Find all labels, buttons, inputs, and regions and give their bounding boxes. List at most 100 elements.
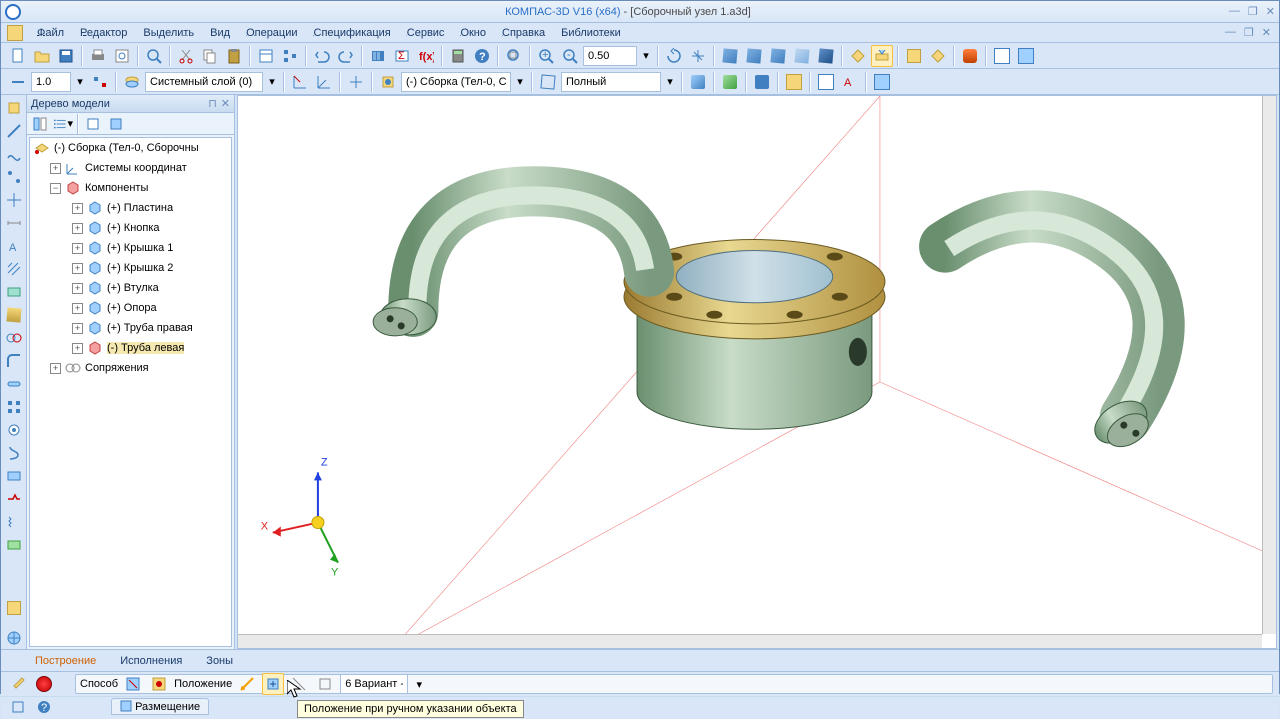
coord-3-button[interactable] xyxy=(345,71,367,93)
ltb-surface[interactable] xyxy=(3,281,25,303)
prop-method-2[interactable] xyxy=(148,673,170,695)
ltb-hole[interactable] xyxy=(3,419,25,441)
prop-pos-2[interactable] xyxy=(262,673,284,695)
calculator-button[interactable] xyxy=(447,45,469,67)
close-button[interactable]: ✕ xyxy=(1266,5,1275,18)
new-button[interactable] xyxy=(7,45,29,67)
tree-tb-4[interactable] xyxy=(105,113,127,135)
mdi-close-button[interactable]: ✕ xyxy=(1262,26,1271,39)
ltb-report[interactable] xyxy=(3,597,25,619)
fit-button[interactable] xyxy=(503,45,525,67)
variables-button[interactable]: Σ xyxy=(391,45,413,67)
ltb-variable[interactable] xyxy=(3,534,25,556)
tree-component-item[interactable]: + (+) Опора xyxy=(30,298,231,318)
tree-coord-systems[interactable]: + Системы координат xyxy=(30,158,231,178)
opt-1-button[interactable] xyxy=(783,71,805,93)
ltb-thread[interactable] xyxy=(3,442,25,464)
prop-method-1[interactable] xyxy=(122,673,144,695)
tree-component-item[interactable]: + (+) Крышка 2 xyxy=(30,258,231,278)
iso-4-button[interactable] xyxy=(791,45,813,67)
ltb-slot[interactable] xyxy=(3,373,25,395)
expand-icon[interactable]: + xyxy=(72,323,83,334)
mdi-minimize-button[interactable]: — xyxy=(1225,26,1236,39)
ltb-hatch[interactable] xyxy=(3,258,25,280)
tab-executions[interactable]: Исполнения xyxy=(114,653,188,669)
tree-component-item[interactable]: + (+) Кнопка xyxy=(30,218,231,238)
tree-button[interactable] xyxy=(279,45,301,67)
expand-icon[interactable]: + xyxy=(72,303,83,314)
expand-icon[interactable]: + xyxy=(72,263,83,274)
ltb-spring[interactable] xyxy=(3,511,25,533)
menu-editor[interactable]: Редактор xyxy=(74,25,133,41)
print-button[interactable] xyxy=(87,45,109,67)
cut-button[interactable] xyxy=(175,45,197,67)
menu-window[interactable]: Окно xyxy=(454,25,492,41)
tree-components[interactable]: − Компоненты xyxy=(30,178,231,198)
line-width-input[interactable] xyxy=(31,72,71,92)
copy-button[interactable] xyxy=(199,45,221,67)
properties-button[interactable] xyxy=(255,45,277,67)
tree-component-item[interactable]: + (+) Втулка xyxy=(30,278,231,298)
prop-variant-dropdown[interactable]: ▾ xyxy=(412,673,426,695)
ltb-points[interactable] xyxy=(3,166,25,188)
expand-icon[interactable]: + xyxy=(72,343,83,354)
open-button[interactable] xyxy=(31,45,53,67)
menu-operations[interactable]: Операции xyxy=(240,25,303,41)
opt-3-button[interactable]: A xyxy=(839,71,861,93)
ltb-weld[interactable] xyxy=(3,488,25,510)
line-type-button[interactable] xyxy=(89,71,111,93)
hide-2-button[interactable] xyxy=(927,45,949,67)
ltb-sheet[interactable] xyxy=(3,465,25,487)
undo-button[interactable] xyxy=(311,45,333,67)
expand-icon[interactable]: + xyxy=(72,203,83,214)
ltb-earth[interactable] xyxy=(3,627,25,649)
iso-5-button[interactable] xyxy=(815,45,837,67)
tree-component-item[interactable]: + (-) Труба левая xyxy=(30,338,231,358)
rotate-button[interactable] xyxy=(663,45,685,67)
redo-button[interactable] xyxy=(335,45,357,67)
menu-view[interactable]: Вид xyxy=(204,25,236,41)
tab-zones[interactable]: Зоны xyxy=(200,653,239,669)
iso-2-button[interactable] xyxy=(743,45,765,67)
hide-1-button[interactable] xyxy=(903,45,925,67)
tree-component-item[interactable]: + (+) Крышка 1 xyxy=(30,238,231,258)
maximize-button[interactable]: ❐ xyxy=(1248,5,1258,18)
h-scrollbar[interactable] xyxy=(238,634,1262,648)
menu-libraries[interactable]: Библиотеки xyxy=(555,25,627,41)
line-style-button[interactable] xyxy=(7,71,29,93)
display-dropdown[interactable]: ▾ xyxy=(663,71,677,93)
ltb-body[interactable] xyxy=(3,304,25,326)
prop-stop-button[interactable] xyxy=(33,673,55,695)
tree-component-item[interactable]: + (+) Пластина xyxy=(30,198,231,218)
materials-button[interactable] xyxy=(959,45,981,67)
tree-close-icon[interactable]: ✕ xyxy=(221,97,230,110)
zoom-in-button[interactable]: + xyxy=(535,45,557,67)
save-button[interactable] xyxy=(55,45,77,67)
expand-icon[interactable]: + xyxy=(72,223,83,234)
prop-pos-1[interactable] xyxy=(236,673,258,695)
fx-button[interactable]: f(x) xyxy=(415,45,437,67)
menu-file[interactable]: Файл xyxy=(31,25,70,41)
tree-body[interactable]: (-) Сборка (Тел-0, Сборочны + Системы ко… xyxy=(29,137,232,647)
menu-select[interactable]: Выделить xyxy=(137,25,200,41)
tree-tb-1[interactable] xyxy=(29,113,51,135)
display-select[interactable] xyxy=(561,72,661,92)
v-scrollbar[interactable] xyxy=(1262,96,1276,634)
assembly-icon-button[interactable] xyxy=(377,71,399,93)
tree-root[interactable]: (-) Сборка (Тел-0, Сборочны xyxy=(30,138,231,158)
menu-specification[interactable]: Спецификация xyxy=(308,25,397,41)
zoom-dropdown[interactable]: ▾ xyxy=(639,45,653,67)
expand-icon[interactable]: + xyxy=(50,363,61,374)
collapse-icon[interactable]: − xyxy=(50,183,61,194)
layer-dropdown[interactable]: ▾ xyxy=(265,71,279,93)
menu-service[interactable]: Сервис xyxy=(401,25,451,41)
place-part-button[interactable] xyxy=(847,45,869,67)
library-button[interactable] xyxy=(367,45,389,67)
prop-opt-a[interactable] xyxy=(7,696,29,718)
prop-opt-b[interactable]: ? xyxy=(33,696,55,718)
prop-tab-placement[interactable]: Размещение xyxy=(135,701,200,713)
tab-construction[interactable]: Построение xyxy=(29,653,102,669)
coord-1-button[interactable] xyxy=(289,71,311,93)
orientation-button[interactable] xyxy=(687,45,709,67)
opt-2-button[interactable] xyxy=(815,71,837,93)
